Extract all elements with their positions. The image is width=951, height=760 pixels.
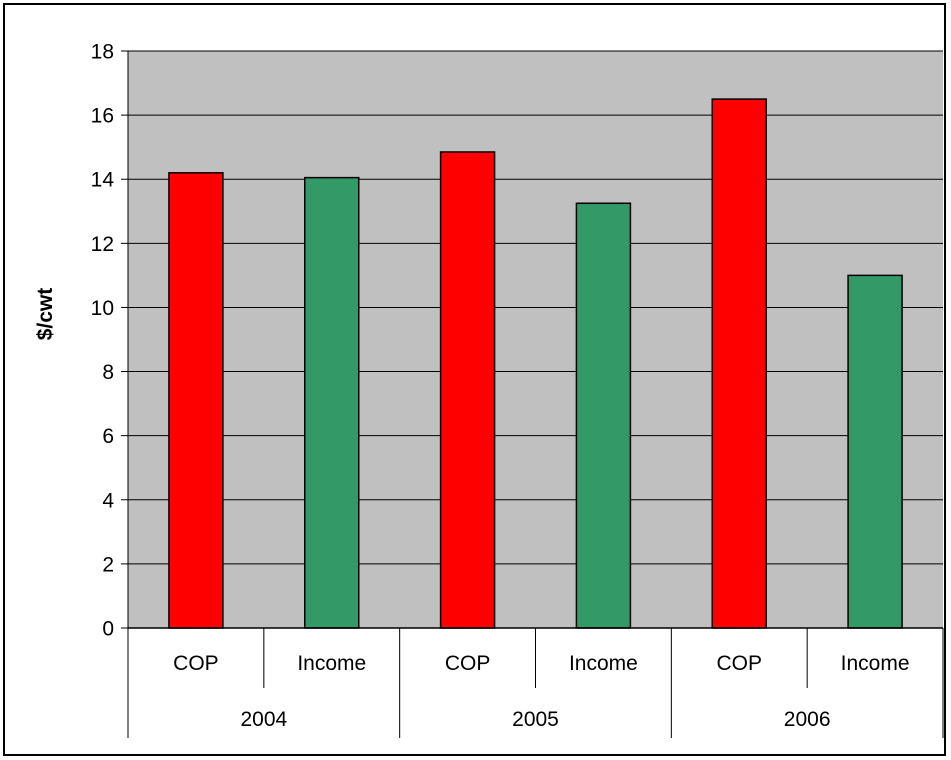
bar-cop [168, 172, 224, 629]
x-category-label: Income [841, 652, 910, 675]
y-tick-label: 0 [102, 618, 114, 641]
x-category-label: Income [569, 652, 638, 675]
y-tick-label: 6 [102, 425, 114, 448]
x-group-label: 2004 [240, 708, 287, 731]
x-category-label: COP [173, 652, 219, 675]
y-tick-label: 10 [91, 297, 114, 320]
bars [168, 98, 903, 629]
bar-income [304, 176, 360, 629]
y-tick-label: 18 [91, 41, 114, 64]
y-tick-label: 4 [102, 489, 114, 512]
x-category-label: COP [445, 652, 491, 675]
axes [121, 50, 944, 738]
y-tick-label: 2 [102, 553, 114, 576]
x-category-label: Income [297, 652, 366, 675]
axis-labels: 0 2 4 6 8 10 12 14 16 18 COP Income 2004 COP Income 200… [91, 41, 910, 732]
x-group-label: 2005 [512, 708, 559, 731]
x-category-label: COP [716, 652, 762, 675]
y-tick-label: 14 [91, 169, 115, 192]
bar-income [575, 202, 632, 629]
y-axis-title: $/cwt [34, 288, 57, 341]
bar-cop [439, 151, 496, 629]
x-group-label: 2006 [784, 708, 831, 731]
bar-cop [711, 98, 767, 629]
plot-area [128, 51, 943, 628]
y-tick-label: 12 [91, 233, 114, 256]
bar-income [847, 274, 903, 629]
gridlines [128, 50, 943, 565]
y-tick-label: 16 [91, 105, 114, 128]
y-tick-label: 8 [102, 361, 114, 384]
